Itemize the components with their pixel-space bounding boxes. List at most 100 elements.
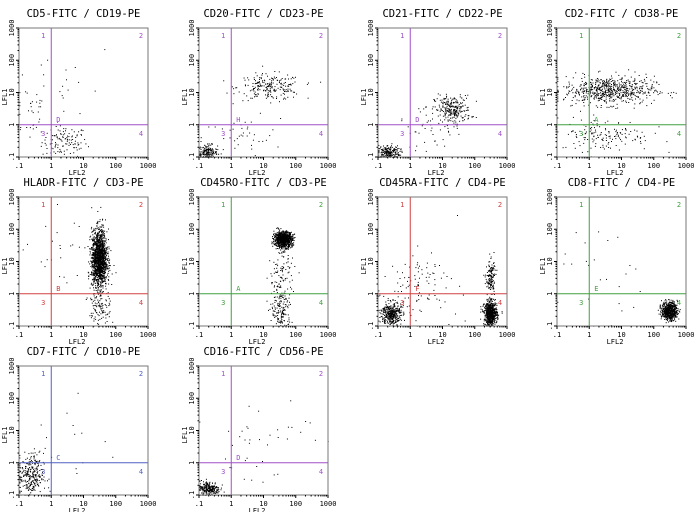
event-dot [97,301,99,303]
event-dot [632,90,634,92]
event-dot [101,263,103,265]
event-dot [597,85,599,87]
event-dot [579,145,581,147]
event-dot [91,264,93,266]
event-dot [448,108,450,110]
event-dot [96,242,98,244]
event-dot [440,119,441,121]
event-dot [280,118,282,119]
event-dot [608,147,610,148]
event-dot [107,265,109,267]
event-dot [103,252,105,254]
event-dot [581,78,583,79]
event-dot [92,305,94,307]
event-dot [606,79,607,81]
event-dot [445,108,447,110]
event-dot [572,77,574,79]
event-dot [257,86,259,88]
event-dot [95,248,97,250]
event-dot [624,86,626,88]
event-dot [446,125,448,127]
event-dot [99,239,101,241]
event-dot [95,264,97,266]
event-dot [291,237,293,239]
event-dot [290,90,292,92]
event-dot [442,121,443,123]
x-tick-label: 10 [79,331,87,339]
event-dot [72,139,74,140]
event-dot [278,236,280,238]
event-dot [203,150,205,152]
event-dot [91,262,93,264]
event-dot [100,250,102,252]
event-dot [278,242,280,244]
event-dot [36,101,38,103]
event-dot [438,104,440,106]
event-dot [285,237,286,239]
event-dot [202,146,204,148]
event-dot [277,235,279,237]
event-dot [262,80,264,82]
event-dot [607,80,609,82]
event-dot [436,109,438,111]
event-dot [395,146,397,148]
event-dot [568,81,570,83]
event-dot [96,265,97,267]
event-dot [99,253,101,255]
event-dot [445,117,447,119]
event-dot [59,151,61,153]
event-dot [99,267,101,269]
event-dot [106,248,108,250]
event-dot [107,268,109,270]
event-dot [244,84,246,86]
event-dot [384,147,386,149]
event-dot [598,84,600,86]
event-dot [284,244,286,246]
x-tick-label: 10 [259,162,267,170]
event-dot [281,238,282,239]
event-dot [631,93,632,94]
event-dot [456,107,458,109]
event-dot [104,234,105,236]
event-dot [284,82,286,83]
event-dot [459,106,461,108]
event-dot [102,234,104,236]
event-dot [605,90,606,92]
event-dot [386,148,388,150]
event-dot [632,99,634,101]
event-dot [265,97,267,99]
event-dot [215,151,217,153]
event-dot [101,239,103,241]
event-dot [100,243,102,245]
event-dot [382,155,384,157]
event-dot [42,153,44,155]
event-dot [279,240,281,242]
event-dot [235,87,237,89]
event-dot [289,243,291,245]
event-dot [271,96,273,97]
event-dot [90,283,92,285]
event-dot [100,256,102,258]
event-dot [19,113,21,115]
event-dot [247,84,249,86]
event-dot [257,82,259,84]
event-dot [627,98,629,99]
event-dot [99,278,101,279]
event-dot [581,80,583,82]
event-dot [273,238,275,239]
event-dot [103,247,104,248]
event-dot [274,232,276,234]
event-dot [98,270,100,272]
event-dot [93,280,95,282]
event-dot [454,109,456,111]
event-dot [66,143,68,145]
event-dot [590,84,592,86]
event-dot [454,112,456,114]
event-dot [39,118,41,120]
event-dot [95,318,97,320]
event-dot [570,105,572,107]
event-dot [97,249,99,250]
event-dot [393,148,395,149]
y-axis-label: LFL1 [360,89,368,106]
